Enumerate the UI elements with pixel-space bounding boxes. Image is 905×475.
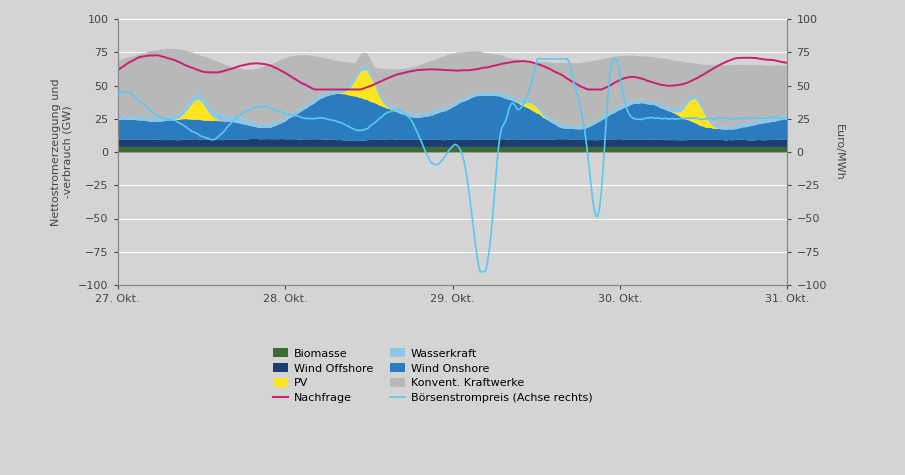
Y-axis label: Euro/MWh: Euro/MWh — [834, 124, 843, 180]
Legend: Biomasse, Wind Offshore, PV, Nachfrage, Wasserkraft, Wind Onshore, Konvent. Kraf: Biomasse, Wind Offshore, PV, Nachfrage, … — [268, 344, 596, 408]
Y-axis label: Nettostromerzeugung und
-verbrauch (GW): Nettostromerzeugung und -verbrauch (GW) — [51, 78, 72, 226]
